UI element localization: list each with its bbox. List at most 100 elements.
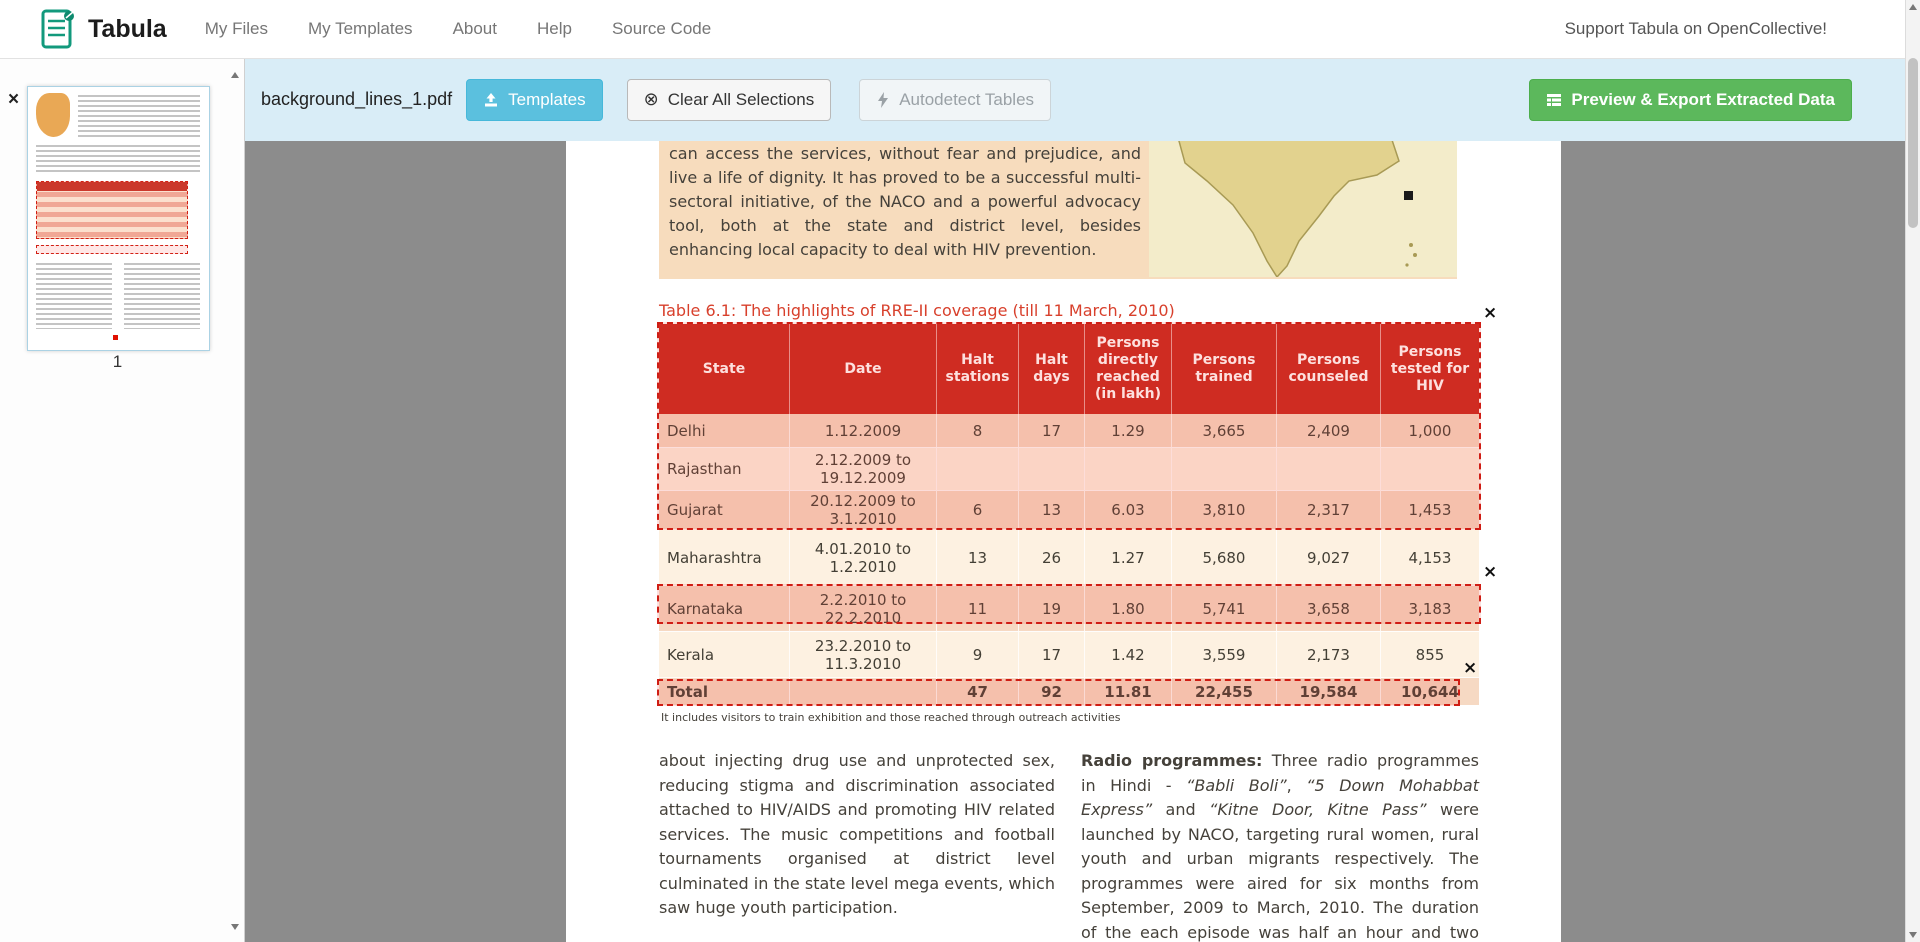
table-cell: 17 [1019,414,1085,447]
support-link[interactable]: Support Tabula on OpenCollective! [1564,19,1827,38]
table-cell: 47 [937,677,1019,705]
table-cell: Maharashtra [659,529,790,585]
table-cell: 5,680 [1172,529,1277,585]
export-button-label: Preview & Export Extracted Data [1571,89,1835,109]
nav-item-my-files[interactable]: My Files [204,19,268,38]
document-toolbar: background_lines_1.pdf Templates ⊗ Clear… [245,58,1905,141]
table-cell: 4,153 [1381,529,1479,585]
pdf-left-column: about injecting drug use and unprotected… [659,751,1055,917]
nav-item-help[interactable]: Help [537,19,572,38]
remove-selection-icon[interactable]: × [1483,303,1498,323]
table-cell: Total [659,677,790,705]
scrollbar-up-icon[interactable] [1909,4,1917,10]
templates-button-label: Templates [508,89,586,109]
templates-button[interactable]: Templates [466,78,603,121]
table-cell: 9 [937,631,1019,677]
pdf-table-footnote: It includes visitors to train exhibition… [661,711,1121,724]
table-cell: 22,455 [1172,677,1277,705]
table-cell [1019,447,1085,490]
scrollbar-down-icon[interactable] [1909,932,1917,938]
table-column-header: State [659,324,790,414]
sidebar-scroll-down-icon[interactable] [231,924,239,930]
pdf-table-title: Table 6.1: The highlights of RRE-II cove… [659,301,1175,320]
table-column-header: Halt stations [937,324,1019,414]
table-cell [1381,447,1479,490]
document-filename: background_lines_1.pdf [261,89,453,109]
table-cell: 2,317 [1277,490,1381,529]
table-row: Delhi 1.12.2009 8 17 1.29 3,665 2,409 1,000 [659,414,1479,447]
table-cell: 6 [937,490,1019,529]
thumbnail-text-lines [78,95,200,137]
top-navbar: Tabula My Files My Templates About Help … [0,0,1905,59]
table-cell: 1,000 [1408,421,1452,440]
pdf-right-text: were launched by NACO, targeting rural w… [1081,800,1479,942]
brand-title[interactable]: Tabula [88,14,167,43]
preview-export-button[interactable]: Preview & Export Extracted Data [1529,78,1852,121]
pdf-intro-paragraph: can access the services, without fear an… [669,144,1141,259]
table-cell [1277,447,1381,490]
pdf-right-text-italic: “5 Down Mohabbat Express” [1081,775,1480,820]
table-row: Gujarat 20.12.2009 to 3.1.2010 6 13 6.03 3,81… [659,490,1479,529]
autodetect-tables-button[interactable]: Autodetect Tables [859,78,1052,121]
pdf-page[interactable]: can access the services, without fear an… [566,141,1561,942]
table-cell: 23.2.2010 to 11.3.2010 [790,631,937,677]
thumbnail-map-preview [36,93,70,137]
nav-item-source-code[interactable]: Source Code [611,19,712,38]
scrollbar-thumb[interactable] [1908,58,1918,228]
table-cell: 2.12.2009 to 19.12.2009 [790,447,937,490]
clear-all-selections-button[interactable]: ⊗ Clear All Selections [626,78,832,121]
page-thumbnail[interactable] [27,86,210,351]
india-map [1149,141,1457,279]
table-cell: 13 [1019,490,1085,529]
thumbnail-text-lines [36,145,200,173]
table-cell: 8 [937,414,1019,447]
remove-page-button[interactable]: × [8,89,20,110]
table-cell: 3,559 [1172,631,1277,677]
clear-selections-icon: ⊗ [643,88,659,110]
table-cell: 17 [1019,631,1085,677]
nav-item-my-templates[interactable]: My Templates [308,19,413,38]
thumbnail-marker [113,335,118,340]
table-column-header: Date [790,324,937,414]
pdf-right-text: , [1286,775,1307,795]
table-cell: 13 [937,529,1019,585]
templates-icon [485,92,498,106]
table-row: Maharashtra 4.01.2010 to 1.2.2010 13 26 1.27… [659,529,1479,585]
nav-item-about[interactable]: About [452,19,497,38]
sidebar-scroll-up-icon[interactable] [231,72,239,78]
table-cell: 1,453 [1381,490,1479,529]
table-selection[interactable] [657,322,1481,530]
pdf-right-text-italic: “Kitne Door, Kitne Pass” [1209,800,1427,819]
table-cell: 10,644 [1381,677,1479,705]
table-cell [1172,447,1277,490]
table-selection[interactable] [657,679,1460,706]
table-column-header: Persons directly reached (in lakh) [1085,324,1172,414]
table-cell: Rajasthan [659,447,790,490]
lightning-icon [878,91,889,108]
table-cell: 11.81 [1085,677,1172,705]
table-cell: 19,584 [1277,677,1381,705]
table-cell [790,677,937,705]
table-cell: 855 [1381,631,1479,677]
remove-selection-icon[interactable]: × [1483,562,1498,582]
thumbnail-table-header [37,182,187,191]
table-cell: 3,810 [1172,490,1277,529]
thumbnail-text-lines [36,263,112,329]
pdf-intro-block: can access the services, without fear an… [659,141,1457,279]
table-cell: 1.42 [1085,631,1172,677]
remove-selection-icon[interactable]: × [1463,658,1478,678]
table-cell: 9,027 [1277,529,1381,585]
table-cell: 26 [1019,529,1085,585]
table-cell: 2,409 [1277,414,1381,447]
thumbnail-selection-preview [36,245,188,254]
table-cell: 1.27 [1085,529,1172,585]
table-cell [1085,447,1172,490]
page-number-label: 1 [112,352,123,371]
table-selection[interactable] [657,584,1481,624]
table-row: Total 47 92 11.81 22,455 19,584 10,644 [659,677,1479,705]
table-cell: 20.12.2009 to 3.1.2010 [790,490,937,529]
table-cell: 6.03 [1085,490,1172,529]
table-cell: 92 [1019,677,1085,705]
tabula-logo[interactable] [40,8,76,50]
window-scrollbar[interactable] [1905,0,1920,942]
